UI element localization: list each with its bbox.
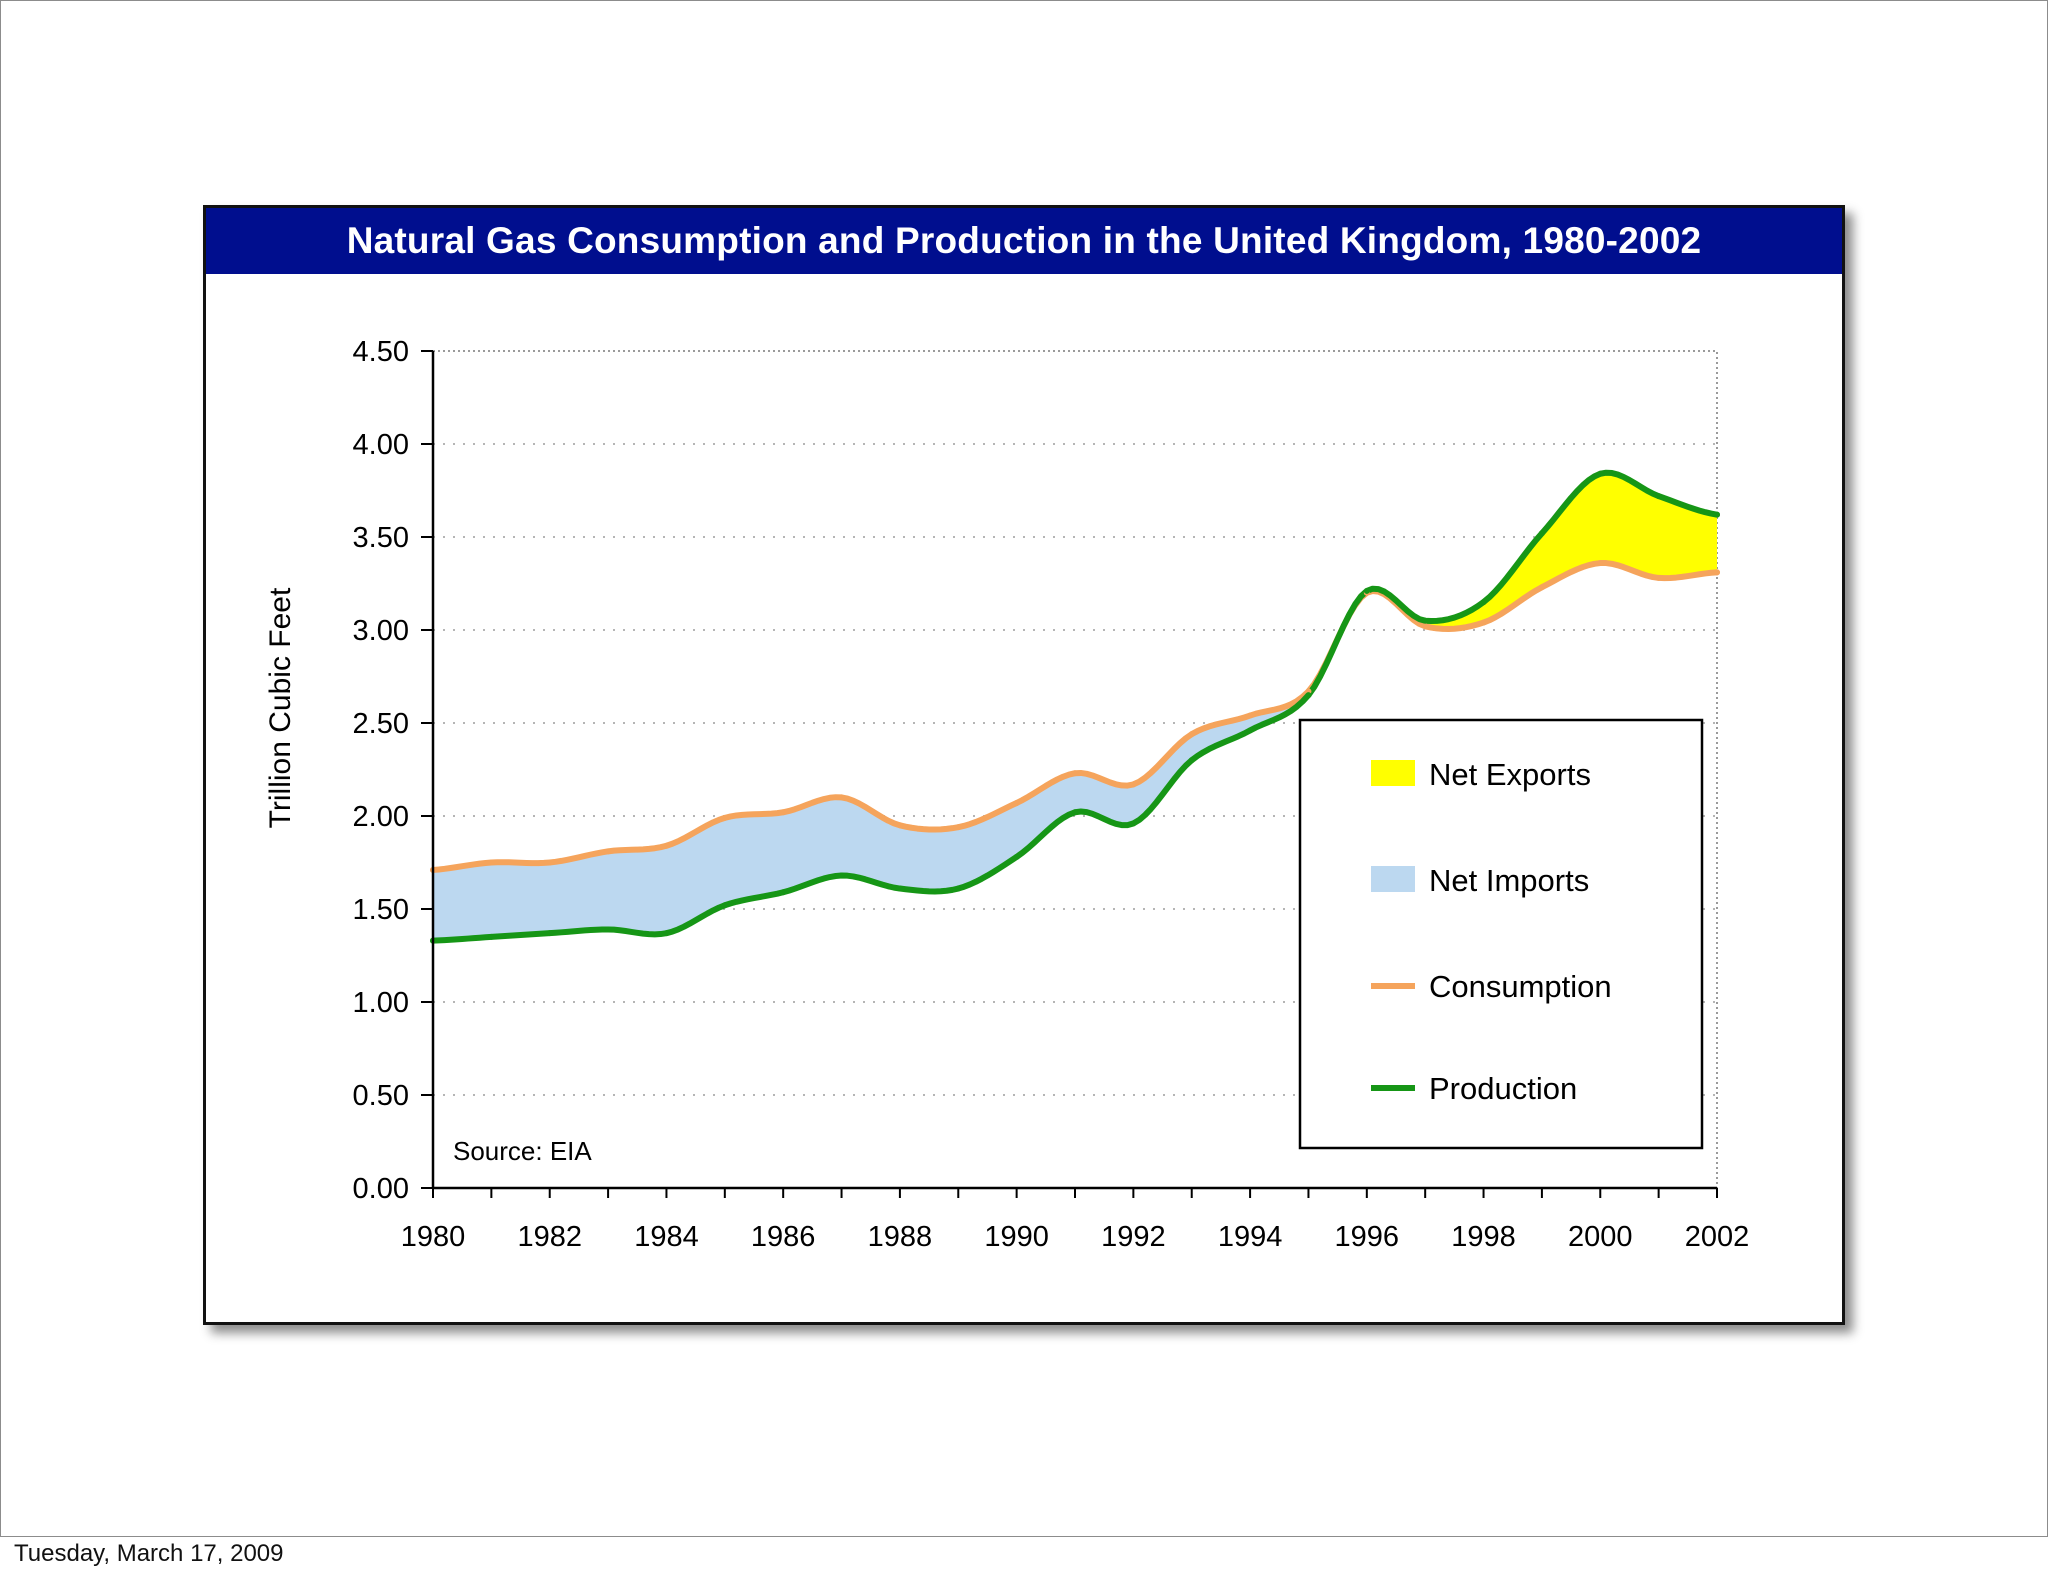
- consumption-point: [1013, 799, 1020, 806]
- production-point: [780, 889, 787, 896]
- legend-label-production: Production: [1429, 1071, 1577, 1106]
- y-tick-label: 3.50: [353, 522, 409, 554]
- production-point: [1363, 587, 1370, 594]
- x-tick-label: 1982: [517, 1221, 582, 1253]
- x-tick-label: 1996: [1335, 1221, 1400, 1253]
- y-tick-label: 4.00: [353, 429, 409, 461]
- y-tick-label: 4.50: [353, 336, 409, 368]
- chart-lines: [430, 469, 1720, 944]
- production-point: [1422, 617, 1429, 624]
- x-tick-label: 2002: [1685, 1221, 1750, 1253]
- consumption-point: [1538, 584, 1545, 591]
- production-point: [1247, 727, 1254, 734]
- footer-date: Tuesday, March 17, 2009: [14, 1540, 284, 1567]
- y-tick-label: 0.00: [353, 1173, 409, 1205]
- x-tick-label: 1984: [634, 1221, 699, 1253]
- production-point: [1072, 809, 1078, 816]
- x-tick-label: 1998: [1451, 1221, 1516, 1253]
- x-tick-label: 1992: [1101, 1221, 1166, 1253]
- consumption-point: [488, 859, 495, 866]
- y-tick-label: 1.00: [353, 987, 409, 1019]
- production-point: [1538, 530, 1545, 537]
- y-tick-label: 1.50: [353, 894, 409, 926]
- production-point: [1013, 853, 1020, 860]
- consumption-point: [1072, 770, 1078, 777]
- production-point: [1130, 820, 1137, 827]
- chart-frame: 0.00 0.50 1.00 1.50 2.00 2.50 3.00 3.50 4.00 4.50…: [203, 205, 1845, 1325]
- production-point: [838, 872, 845, 879]
- y-tick-label: 3.00: [353, 615, 409, 647]
- x-tick-labels: 1980 1982 1984 1986 1988 1990 1992 1994 1996 1998…: [401, 1221, 1750, 1253]
- x-tick-label: 1988: [868, 1221, 933, 1253]
- y-tick-label: 2.50: [353, 708, 409, 740]
- consumption-point: [838, 794, 845, 801]
- source-note: Source: EIA: [453, 1136, 592, 1166]
- production-point: [1305, 692, 1312, 699]
- consumption-point: [721, 814, 728, 821]
- legend-swatch-net-exports: [1371, 760, 1415, 786]
- chart-title: Natural Gas Consumption and Production i…: [206, 208, 1842, 274]
- production-point: [663, 930, 670, 937]
- production-point: [721, 902, 728, 909]
- consumption-point: [1422, 623, 1429, 630]
- slide-canvas: 0.00 0.50 1.00 1.50 2.00 2.50 3.00 3.50 4.00 4.50…: [0, 0, 2048, 1537]
- legend-swatch-net-imports: [1371, 866, 1415, 892]
- legend-label-consumption: Consumption: [1429, 969, 1612, 1004]
- chart-svg: 0.00 0.50 1.00 1.50 2.00 2.50 3.00 3.50 4.00 4.50…: [206, 208, 1842, 1322]
- consumption-point: [605, 848, 612, 855]
- production-point: [1480, 599, 1487, 606]
- x-tick-label: 1986: [751, 1221, 816, 1253]
- x-tick-label: 1980: [401, 1221, 466, 1253]
- consumption-point: [1247, 712, 1254, 719]
- consumption-point: [780, 809, 787, 816]
- y-axis-label: Trillion Cubic Feet: [264, 587, 297, 828]
- legend-label-net-exports: Net Exports: [1429, 757, 1591, 792]
- y-tick-labels: 0.00 0.50 1.00 1.50 2.00 2.50 3.00 3.50 4.00 4.50: [353, 336, 409, 1205]
- chart-legend: Net Exports Net Imports Consumption Product…: [1298, 718, 1704, 1150]
- y-tick-label: 0.50: [353, 1080, 409, 1112]
- consumption-point: [663, 842, 670, 849]
- chart-axes: [421, 350, 1718, 1198]
- production-point: [546, 930, 553, 937]
- consumption-point: [1188, 731, 1195, 738]
- consumption-point: [1714, 569, 1720, 576]
- x-tick-label: 2000: [1568, 1221, 1633, 1253]
- consumption-point: [1597, 560, 1604, 567]
- consumption-point: [546, 859, 553, 866]
- x-tick-label: 1994: [1218, 1221, 1283, 1253]
- production-point: [488, 933, 495, 940]
- production-point: [1714, 511, 1720, 518]
- net-imports-area: [433, 638, 1338, 941]
- consumption-point: [1655, 574, 1662, 581]
- production-point: [1655, 493, 1662, 500]
- x-tick-label: 1990: [984, 1221, 1049, 1253]
- production-point: [1188, 757, 1195, 764]
- plot-area: [432, 350, 1718, 1189]
- consumption-point: [955, 824, 962, 831]
- production-point: [605, 926, 612, 933]
- consumption-point: [896, 822, 903, 829]
- y-tick-label: 2.00: [353, 801, 409, 833]
- production-point: [955, 885, 962, 892]
- production-point: [896, 885, 903, 892]
- legend-box: [1298, 718, 1704, 1150]
- consumption-point: [1480, 619, 1487, 626]
- production-point: [1597, 470, 1604, 477]
- legend-label-net-imports: Net Imports: [1429, 863, 1589, 898]
- consumption-point: [1130, 781, 1137, 788]
